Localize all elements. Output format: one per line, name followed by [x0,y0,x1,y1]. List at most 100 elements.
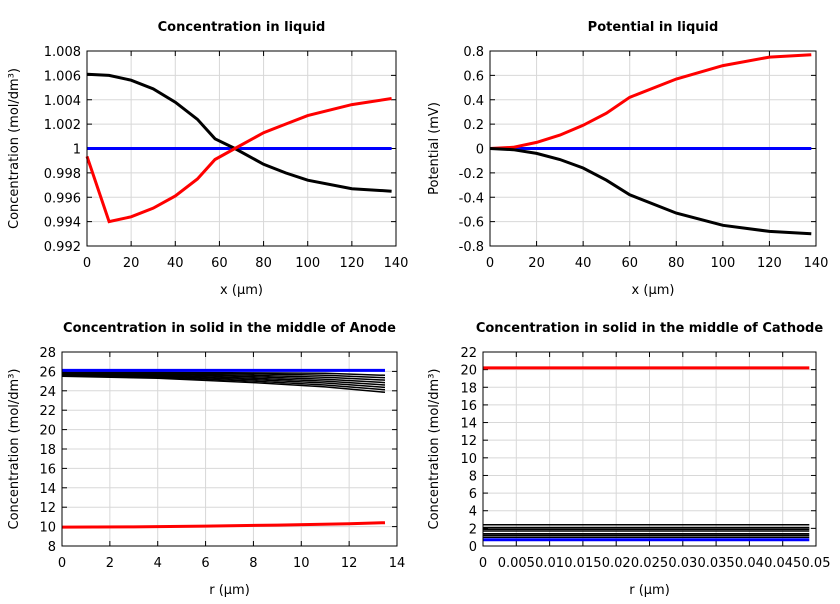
x-tick-label: 14 [389,556,406,571]
x-tick-label: 0.05 [802,556,831,571]
x-tick-label: 140 [804,256,829,271]
y-tick-label: 6 [469,487,477,502]
y-tick-label: 10 [460,452,477,467]
x-tick-label: 100 [295,256,320,271]
y-tick-label: 1.008 [44,45,81,60]
x-tick-label: 140 [384,256,409,271]
y-tick-label: 10 [39,521,56,536]
series-line-2 [86,72,392,193]
y-axis-label: Potential (mV) [427,102,442,195]
y-tick-label: -0.8 [459,240,484,255]
y-tick-label: 12 [39,501,56,516]
y-tick-label: 16 [460,399,477,414]
y-tick-label: 20 [460,364,477,379]
y-tick-label: 14 [39,482,56,497]
x-tick-label: 8 [249,556,257,571]
y-tick-label: 1 [73,143,81,158]
y-tick-label: 2 [469,522,477,537]
y-tick-label: 0.996 [44,191,81,206]
x-tick-label: 100 [710,256,735,271]
y-tick-label: 8 [48,540,56,555]
y-tick-label: 16 [39,462,56,477]
x-tick-label: 10 [293,556,310,571]
x-tick-label: 0.045 [764,556,801,571]
subplot-title: Concentration in liquid [158,20,326,35]
y-tick-label: -0.2 [459,167,484,182]
plot-frame [482,351,817,547]
x-tick-label: 80 [668,256,685,271]
x-tick-label: 0.01 [535,556,564,571]
y-tick-label: 0.998 [44,167,81,182]
y-tick-label: 4 [469,505,477,520]
x-axis-label: x (µm) [632,283,675,298]
series-line-4 [61,373,386,384]
series-line-2 [489,53,812,150]
y-tick-label: 22 [39,404,56,419]
y-tick-label: 0.4 [463,94,484,109]
y-axis-label: Concentration (mol/dm³) [7,68,22,229]
subplot-3: 0 2 4 6 8 10 12 14810121416182022242628Concentr… [7,321,405,598]
x-tick-label: 20 [123,256,140,271]
x-tick-label: 2 [106,556,114,571]
subplot-2: 0 20 40 60 80 100 120 140 -0.8 -0.6 -0.4 -0.2 0 0.2 0.… [427,20,828,298]
subplot-title: Potential in liquid [588,20,719,35]
series-line-5 [61,373,386,386]
y-tick-label: 0.6 [463,69,484,84]
y-axis-label: Concentration (mol/dm³) [7,369,22,530]
series-line-3 [489,147,812,236]
series-line-3 [85,97,392,224]
y-axis-label: Concentration (mol/dm³) [427,369,442,530]
x-tick-label: 0 [479,556,487,571]
y-tick-label: 0 [476,143,484,158]
y-tick-label: 0.2 [463,118,484,133]
y-tick-label: 18 [39,443,56,458]
x-tick-label: 20 [528,256,545,271]
y-tick-label: 0.8 [463,45,484,60]
y-tick-label: 20 [39,424,56,439]
x-tick-label: 40 [167,256,184,271]
y-tick-label: 1.006 [44,69,81,84]
series-line-10 [61,521,386,529]
x-tick-label: 60 [621,256,638,271]
plot-frame [86,50,397,247]
x-axis-label: r (µm) [629,583,670,598]
y-tick-label: -0.4 [459,191,484,206]
x-tick-label: 0.03 [668,556,697,571]
x-tick-label: 0.015 [564,556,601,571]
x-tick-label: 120 [757,256,782,271]
x-tick-label: 0 [58,556,66,571]
subplot-title: Concentration in solid in the middle of … [476,321,824,336]
x-tick-label: 0.02 [602,556,631,571]
series-line-7 [61,375,386,391]
x-tick-label: 60 [211,256,228,271]
y-tick-label: 28 [39,346,56,361]
x-tick-label: 120 [339,256,364,271]
y-tick-label: 8 [469,469,477,484]
y-tick-label: -0.6 [459,216,484,231]
x-tick-label: 0 [486,256,494,271]
y-tick-label: 18 [460,381,477,396]
x-axis-label: r (µm) [209,583,250,598]
plot-frame [489,50,817,247]
x-axis-label: x (µm) [220,283,263,298]
x-tick-label: 12 [341,556,358,571]
y-tick-label: 0 [469,540,477,555]
y-tick-label: 24 [39,385,56,400]
x-tick-label: 0.005 [498,556,535,571]
y-tick-label: 0.992 [44,240,81,255]
x-tick-label: 4 [154,556,162,571]
subplot-title: Concentration in solid in the middle of … [63,321,396,336]
x-tick-label: 40 [575,256,592,271]
plot-frame [61,351,398,547]
subplot-4: 0 0.005 0.01 0.015 0.02 0.025 0.03 0.035 0.04 0.0… [427,321,830,598]
y-tick-label: 14 [460,417,477,432]
x-tick-label: 80 [255,256,272,271]
x-tick-label: 0.035 [697,556,734,571]
series-line-8 [61,375,386,394]
y-tick-label: 26 [39,365,56,380]
series-line-6 [61,374,386,389]
y-tick-label: 1.004 [44,94,81,109]
subplot-1: 0 20 40 60 80 100 120 140 0.992 0.994 0.996 0.998 1 1… [7,20,408,298]
y-tick-label: 0.994 [44,216,81,231]
y-tick-label: 12 [460,434,477,449]
